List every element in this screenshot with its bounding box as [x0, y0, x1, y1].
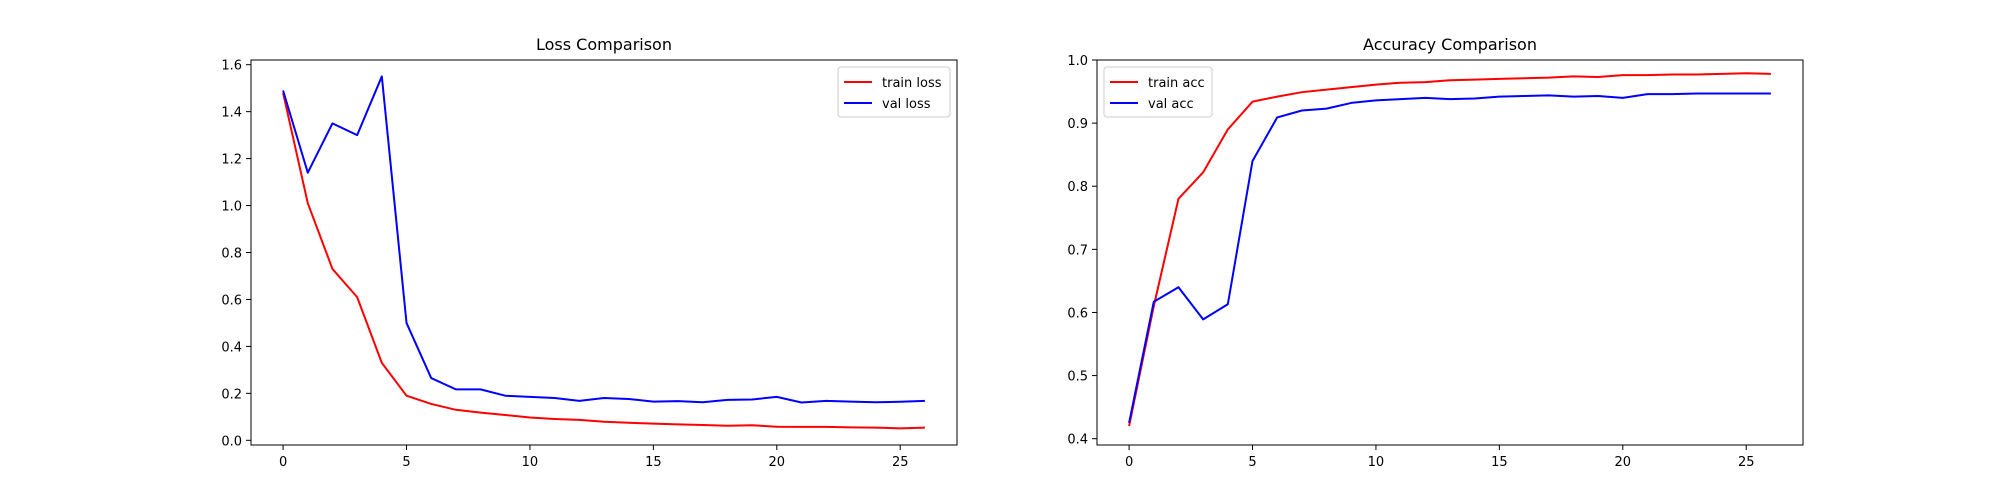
- y-tick-label: 0.8: [1067, 180, 1088, 195]
- series-line-val-loss: [282, 75, 925, 404]
- y-tick-label: 0.9: [1067, 117, 1088, 132]
- series-line-train-loss: [282, 92, 925, 430]
- y-tick-label: 1.4: [221, 106, 242, 121]
- x-tick-label: 5: [1248, 455, 1256, 470]
- y-tick-label: 1.6: [221, 59, 242, 74]
- legend-box: [837, 66, 951, 118]
- y-tick-label: 0.2: [221, 387, 242, 402]
- axes-frame: [250, 59, 958, 446]
- legend-label: train acc: [1148, 76, 1205, 91]
- axes-frame: [1096, 59, 1804, 446]
- x-tick-label: 15: [1491, 455, 1508, 470]
- legend: train acc val acc: [1103, 66, 1213, 118]
- x-tick-label: 20: [769, 455, 786, 470]
- legend: train loss val loss: [837, 66, 951, 118]
- chart-title: Accuracy Comparison: [1363, 35, 1537, 54]
- y-tick-label: 0.7: [1067, 243, 1088, 258]
- chart-title: Loss Comparison: [536, 35, 672, 54]
- x-tick-label: 25: [1738, 455, 1755, 470]
- x-tick-label: 25: [892, 455, 909, 470]
- y-tick-label: 0.8: [221, 247, 242, 262]
- y-tick-label: 0.6: [1067, 306, 1088, 321]
- legend-box: [1103, 66, 1213, 118]
- series-line-train-acc: [1128, 72, 1771, 427]
- accuracy-comparison-chart: Accuracy Comparison 0 5 10 15 20 25 0.4 0.5 0.6 0…: [1067, 35, 1804, 470]
- y-tick-label: 0.4: [1067, 433, 1088, 448]
- legend-label: train loss: [882, 76, 942, 91]
- x-tick-label: 5: [402, 455, 410, 470]
- x-tick-label: 20: [1615, 455, 1632, 470]
- series-line-val-acc: [1128, 92, 1771, 424]
- y-tick-label: 0.0: [221, 434, 242, 449]
- x-tick-label: 10: [1368, 455, 1385, 470]
- x-tick-label: 0: [1125, 455, 1133, 470]
- loss-comparison-chart: Loss Comparison 0 5 10 15 20 25 0.0 0.2 0.4 0.6 0.…: [221, 35, 958, 470]
- y-tick-label: 0.4: [221, 340, 242, 355]
- legend-label: val loss: [882, 97, 931, 112]
- x-tick-label: 10: [522, 455, 539, 470]
- y-tick-label: 0.5: [1067, 370, 1088, 385]
- x-tick-label: 15: [645, 455, 662, 470]
- y-tick-label: 1.0: [221, 200, 242, 215]
- y-tick-label: 1.2: [221, 153, 242, 168]
- x-tick-label: 0: [279, 455, 287, 470]
- legend-label: val acc: [1148, 97, 1194, 112]
- y-tick-label: 0.6: [221, 293, 242, 308]
- y-tick-label: 1.0: [1067, 54, 1088, 69]
